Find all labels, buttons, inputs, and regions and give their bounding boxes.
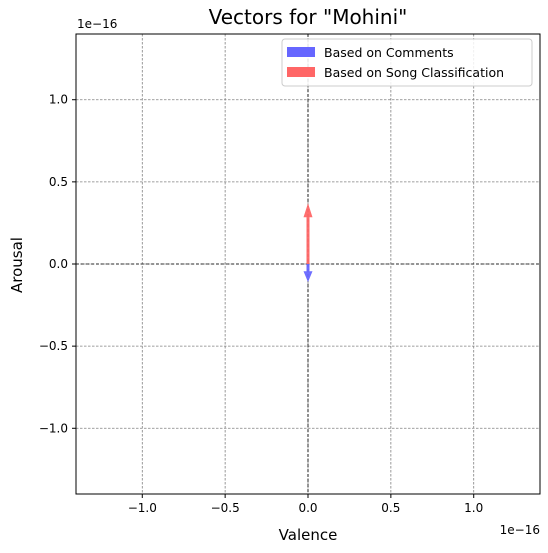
y-offset-label: 1e−16 [77,17,117,31]
legend-box [281,38,533,87]
x-axis-label: Valence [279,526,338,544]
vectors [303,203,313,283]
vector-arrow-1 [303,203,313,264]
x-tick-label: 1.0 [464,501,483,515]
legend-label-1: Based on Song Classification [324,65,504,80]
y-tick-label: 1.0 [49,93,68,107]
legend-swatch-0 [287,47,315,57]
legend-label-0: Based on Comments [324,45,454,60]
y-tick-label: −0.5 [39,339,68,353]
x-offset-label: 1e−16 [500,523,540,537]
plot-frame [75,33,541,495]
legend: Based on Comments Based on Song Classific… [281,38,533,87]
x-tick-label: 0.0 [298,501,317,515]
chart-title: Vectors for "Mohini" [209,5,408,29]
ticks: −1.0 −0.5 0.0 0.5 1.0 −1.0 −0.5 0.0 0.5 1.0 [39,93,483,515]
x-tick-label: −1.0 [128,501,157,515]
legend-swatch-1 [287,67,315,77]
y-tick-label: −1.0 [39,421,68,435]
y-tick-label: 0.0 [49,257,68,271]
y-axis-label: Arousal [8,237,26,293]
vector-arrow-0 [303,264,313,283]
x-tick-label: −0.5 [211,501,240,515]
x-tick-label: 0.5 [381,501,400,515]
y-tick-label: 0.5 [49,175,68,189]
